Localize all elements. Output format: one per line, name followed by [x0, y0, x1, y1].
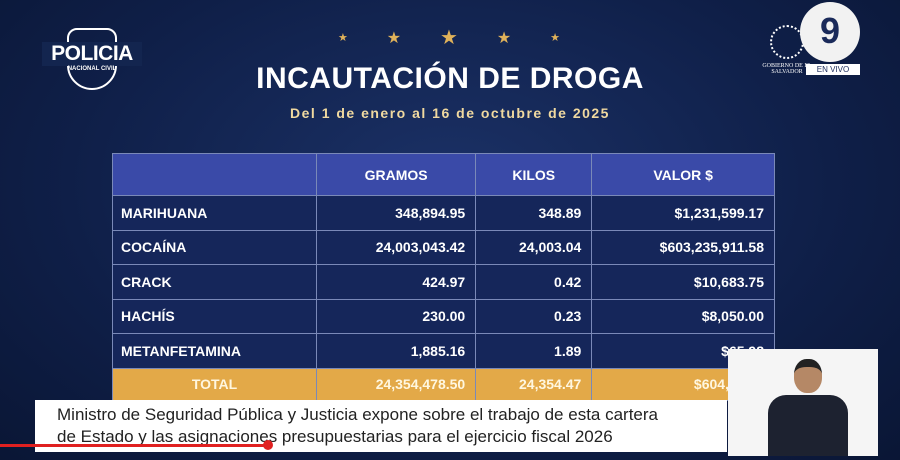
header-cell: [112, 153, 317, 196]
logo-name: POLICIA: [42, 42, 142, 66]
star-icon: ★: [386, 29, 402, 47]
header-cell: VALOR $: [591, 153, 775, 196]
caption-line: Ministro de Seguridad Pública y Justicia…: [57, 405, 659, 424]
stars-decoration: ★ ★ ★ ★ ★: [338, 25, 560, 50]
caption-line: de Estado y las asignaciones presupuesta…: [57, 427, 613, 446]
police-logo: POLICIA NACIONAL CIVIL: [42, 28, 142, 90]
interpreter-figure: [768, 359, 848, 456]
grams-cell: 348,894.95: [315, 195, 477, 231]
value-cell: $10,683.75: [591, 264, 775, 300]
star-icon: ★: [338, 32, 348, 44]
date-range: Del 1 de enero al 16 de octubre de 2025: [290, 105, 610, 121]
grams-cell: 1,885.16: [315, 333, 477, 369]
value-cell: $8,050.00: [591, 298, 775, 334]
sign-language-interpreter: [728, 349, 878, 456]
government-logo-text: GOBIERNO DE EL SALVADOR: [762, 63, 812, 75]
drug-name: HACHÍS: [112, 298, 317, 334]
star-icon: ★: [550, 32, 560, 44]
total-grams: 24,354,478.50: [315, 367, 477, 401]
channel-logo: 9: [800, 2, 860, 62]
header-cell: GRAMOS: [315, 153, 477, 196]
kilos-cell: 0.42: [475, 264, 593, 300]
video-progress-bar[interactable]: [0, 444, 268, 447]
header-cell: KILOS: [475, 153, 593, 196]
value-cell: $1,231,599.17: [591, 195, 775, 231]
drug-name: COCAÍNA: [112, 229, 317, 265]
progress-handle[interactable]: [263, 440, 273, 450]
value-cell: $603,235,911.58: [591, 229, 775, 265]
drug-name: METANFETAMINA: [112, 333, 317, 369]
kilos-cell: 0.23: [475, 298, 593, 334]
seal-icon: [770, 25, 804, 59]
table-row: CRACK 424.97 0.42 $10,683.75: [112, 264, 775, 300]
drug-name: CRACK: [112, 264, 317, 300]
star-icon: ★: [496, 29, 512, 47]
page-title: INCAUTACIÓN DE DROGA: [256, 62, 644, 95]
drug-name: MARIHUANA: [112, 195, 317, 231]
total-kilos: 24,354.47: [475, 367, 593, 401]
star-icon: ★: [440, 27, 458, 49]
live-badge: EN VIVO: [806, 64, 860, 75]
grams-cell: 230.00: [315, 298, 477, 334]
kilos-cell: 24,003.04: [475, 229, 593, 265]
news-caption: Ministro de Seguridad Pública y Justicia…: [35, 400, 727, 452]
table-row: MARIHUANA 348,894.95 348.89 $1,231,599.17: [112, 195, 775, 231]
drug-seizure-table: GRAMOS KILOS VALOR $ MARIHUANA 348,894.95…: [112, 153, 775, 401]
table-header: GRAMOS KILOS VALOR $: [112, 153, 775, 196]
grams-cell: 424.97: [315, 264, 477, 300]
table-row: COCAÍNA 24,003,043.42 24,003.04 $603,235,91…: [112, 229, 775, 265]
kilos-cell: 348.89: [475, 195, 593, 231]
table-row: HACHÍS 230.00 0.23 $8,050.00: [112, 298, 775, 334]
kilos-cell: 1.89: [475, 333, 593, 369]
total-label: TOTAL: [112, 367, 317, 401]
grams-cell: 24,003,043.42: [315, 229, 477, 265]
logo-subtitle: NACIONAL CIVIL: [67, 66, 117, 72]
